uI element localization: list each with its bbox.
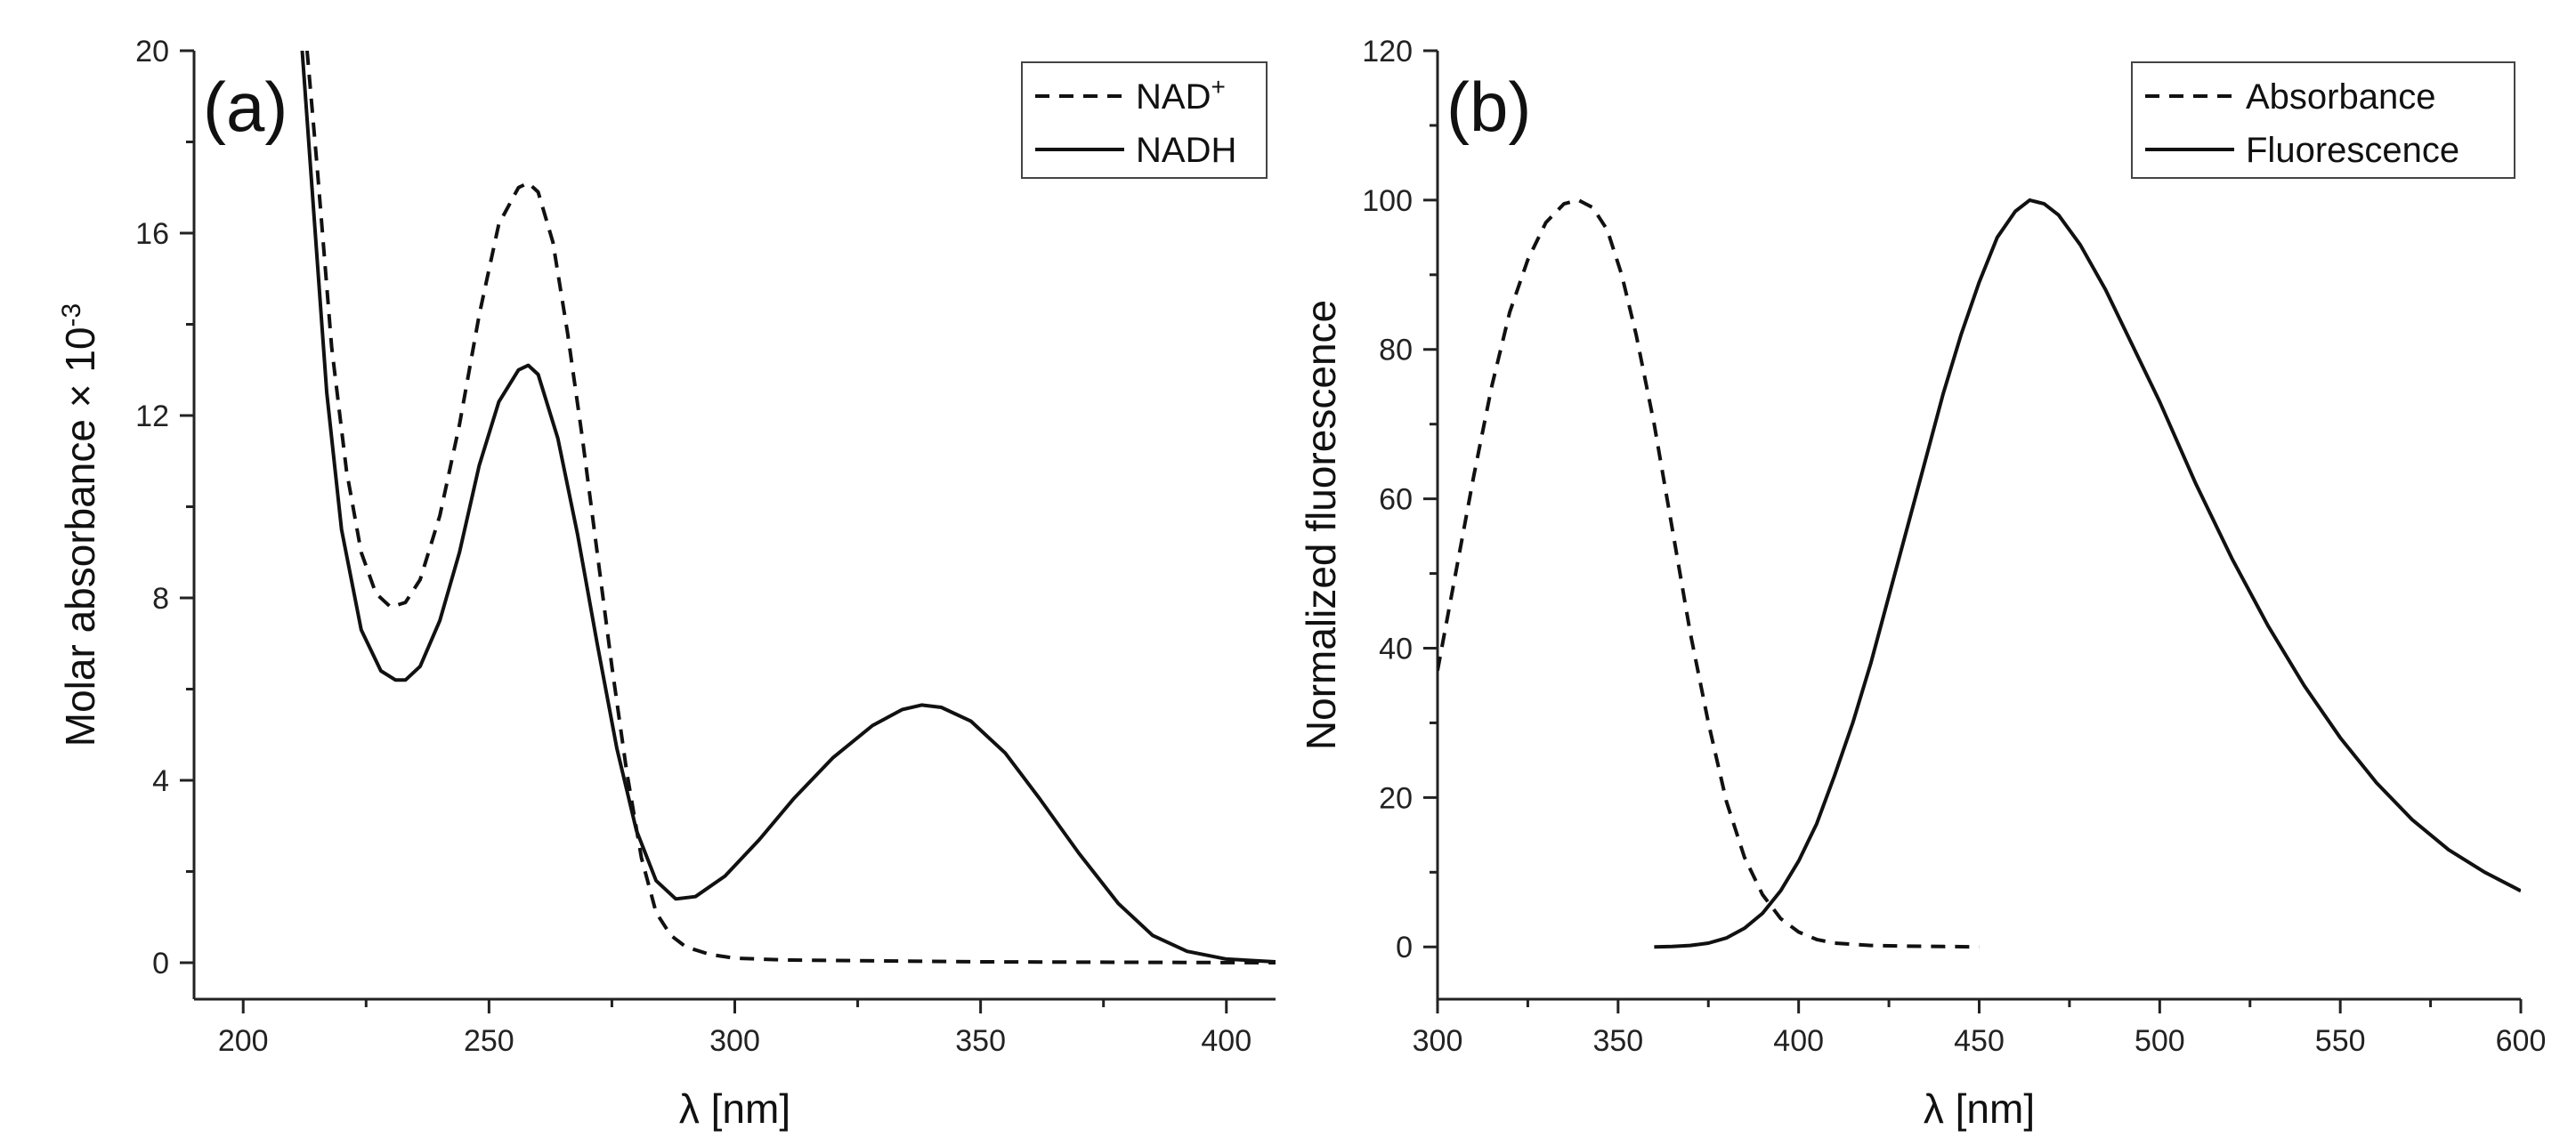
series-line-nadh xyxy=(300,51,1276,964)
legend-entry: Absorbance xyxy=(2246,77,2435,117)
x-tick-label: 600 xyxy=(2496,1024,2547,1058)
x-tick-label: 350 xyxy=(1592,1024,1643,1058)
legend-entry: NADH xyxy=(1136,131,1236,170)
legend-entry: NAD+ xyxy=(1136,73,1226,117)
x-tick-label: 550 xyxy=(2315,1024,2366,1058)
x-axis-title: λ [nm] xyxy=(679,1085,790,1132)
x-tick-label: 300 xyxy=(709,1024,760,1058)
panel-a-chart: 200 250 300 350 400 0 4 8 12 16 20 λ [nm] Molar abso… xyxy=(57,35,1276,1132)
legend: Absorbance Fluorescence xyxy=(2131,61,2515,179)
y-tick-label: 0 xyxy=(152,947,169,981)
x-tick-label: 400 xyxy=(1773,1024,1824,1058)
x-tick-label: 300 xyxy=(1413,1024,1463,1058)
x-tick-label: 200 xyxy=(218,1024,269,1058)
x-axis-title: λ [nm] xyxy=(1924,1085,2035,1132)
y-tick-label: 16 xyxy=(135,217,169,251)
y-tick-label: 40 xyxy=(1379,632,1413,666)
y-tick-label: 0 xyxy=(1396,931,1413,964)
y-tick-label: 12 xyxy=(135,399,169,433)
y-tick-label: 80 xyxy=(1379,334,1413,367)
x-tick-label: 250 xyxy=(464,1024,514,1058)
legend: NAD+ NADH xyxy=(1021,61,1268,179)
y-tick-label: 20 xyxy=(1379,781,1413,815)
y-tick-label: 20 xyxy=(135,35,169,69)
y-tick-label: 8 xyxy=(152,582,169,616)
series-line-nad xyxy=(305,51,1276,964)
legend-entry-superscript: + xyxy=(1211,73,1225,101)
x-tick-label: 450 xyxy=(1954,1024,2005,1058)
y-tick-label: 120 xyxy=(1362,35,1413,69)
y-tick-label: 60 xyxy=(1379,483,1413,517)
legend-box xyxy=(2131,61,2515,179)
y-axis-title-exponent: -3 xyxy=(57,303,86,327)
panel-label: (a) xyxy=(203,68,288,146)
y-axis-title: Molar absorbance × 10-3 xyxy=(57,303,104,747)
legend-entry: Fluorescence xyxy=(2246,131,2459,170)
x-tick-label: 350 xyxy=(955,1024,1006,1058)
legend-box xyxy=(1021,61,1268,179)
y-tick-label: 100 xyxy=(1362,184,1413,218)
panel-b-chart: 300 350 400 450 500 550 600 0 20 40 60 80 100 120 λ [n… xyxy=(1298,35,2546,1132)
series-line-absorbance xyxy=(1438,198,1980,949)
series-line-fluorescence xyxy=(1654,198,2521,949)
y-tick-label: 4 xyxy=(152,764,169,798)
x-tick-label: 500 xyxy=(2135,1024,2185,1058)
x-tick-label: 400 xyxy=(1201,1024,1252,1058)
panel-label: (b) xyxy=(1446,68,1531,146)
y-axis-title: Normalized fluorescence xyxy=(1298,300,1344,750)
